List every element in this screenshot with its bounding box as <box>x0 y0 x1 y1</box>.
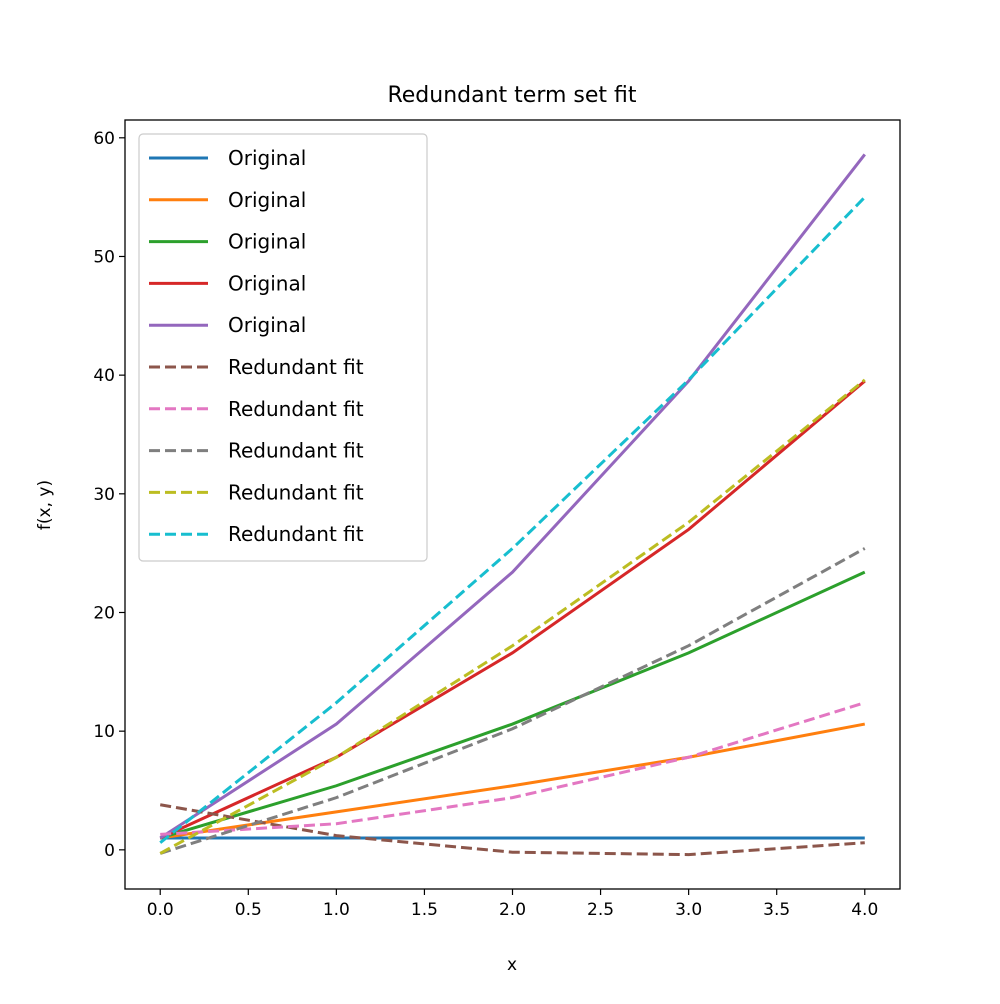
y-tick-label: 60 <box>93 129 115 149</box>
legend-label: Original <box>228 313 306 337</box>
series-line-1 <box>160 722 866 840</box>
y-tick-label: 0 <box>104 841 115 861</box>
x-tick-label: 1.0 <box>323 900 350 920</box>
series-line-6 <box>160 701 866 836</box>
x-tick-label: 2.0 <box>499 900 526 920</box>
series-line-3 <box>159 379 866 840</box>
chart-title: Redundant term set fit <box>387 83 636 108</box>
y-tick-label: 40 <box>93 366 115 386</box>
legend: Original Original Original Original Original… <box>138 133 428 562</box>
y-tick-label: 20 <box>93 603 115 623</box>
legend-label: Original <box>228 230 306 254</box>
series-line-2 <box>159 570 866 840</box>
series-line-8 <box>159 378 866 855</box>
series-line-5 <box>159 803 865 857</box>
legend-label: Original <box>228 188 306 212</box>
x-tick-label: 1.5 <box>411 900 438 920</box>
legend-label: Original <box>228 146 306 170</box>
x-tick-label: 3.5 <box>763 900 790 920</box>
x-tick-label: 2.5 <box>587 900 614 920</box>
legend-label: Redundant fit <box>228 355 364 379</box>
series-line-7 <box>159 547 866 855</box>
y-tick-label: 50 <box>93 247 115 267</box>
y-axis-label: f(x, y) <box>35 480 55 530</box>
x-tick-label: 4.0 <box>851 900 878 920</box>
x-tick-label: 3.0 <box>675 900 702 920</box>
series-line-9 <box>159 196 866 844</box>
x-axis-label: x <box>507 955 517 975</box>
plot-frame <box>124 119 901 890</box>
legend-label: Redundant fit <box>228 439 364 463</box>
legend-label: Redundant fit <box>228 480 364 504</box>
legend-box <box>138 133 428 562</box>
y-tick-label: 10 <box>93 722 115 742</box>
legend-label: Redundant fit <box>228 397 364 421</box>
legend-label: Redundant fit <box>228 522 364 546</box>
x-tick-label: 0.0 <box>147 900 174 920</box>
x-tick-label: 0.5 <box>235 900 262 920</box>
series-line-4 <box>159 153 866 840</box>
legend-label: Original <box>228 271 306 295</box>
y-tick-label: 30 <box>93 485 115 505</box>
